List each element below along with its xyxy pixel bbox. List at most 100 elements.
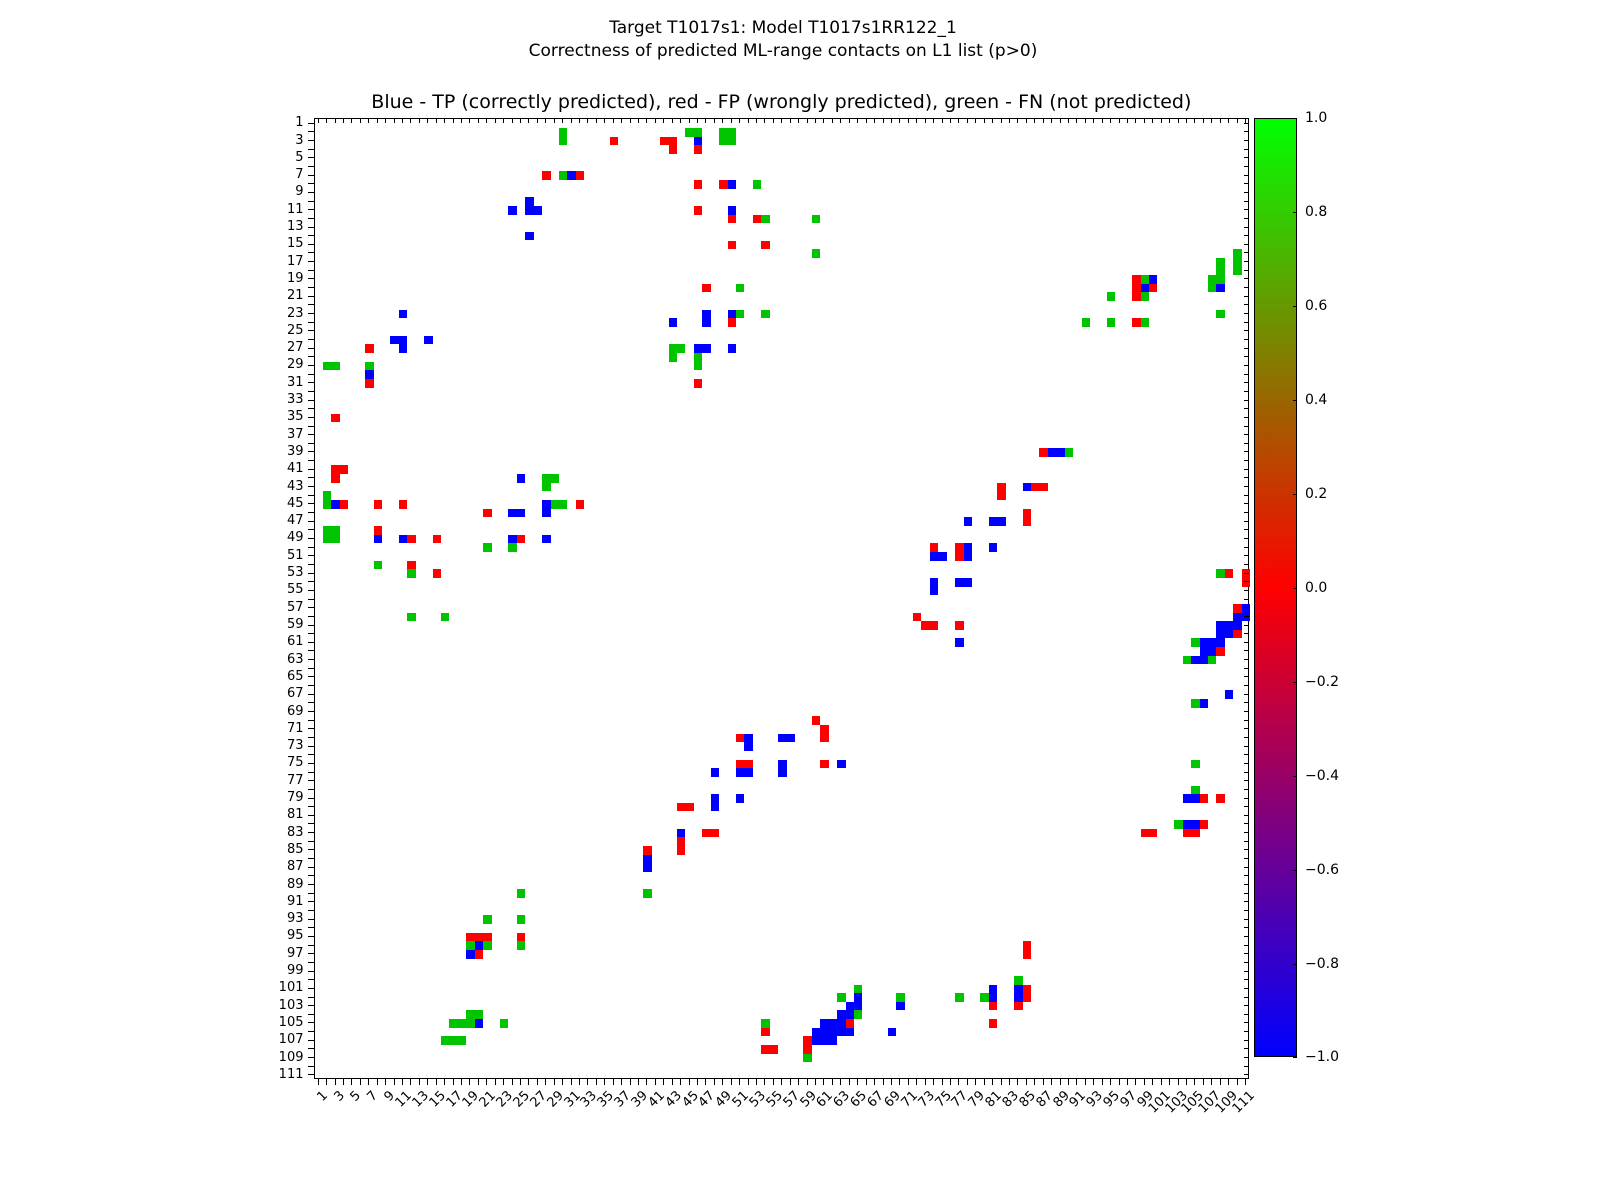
tick-mark	[621, 1078, 623, 1085]
tick-mark	[570, 1078, 572, 1085]
y-tick-label: 77	[286, 772, 304, 788]
tick-mark	[1228, 1078, 1230, 1085]
contact-cell	[845, 1010, 854, 1020]
contact-cell	[609, 136, 618, 146]
contact-cell	[1022, 993, 1032, 1002]
contact-cell	[1216, 629, 1225, 639]
y-tick-label: 43	[286, 478, 304, 494]
tick-mark	[1244, 442, 1250, 444]
tick-mark	[1244, 131, 1250, 133]
tick-mark	[368, 118, 370, 124]
contact-cell	[1022, 517, 1032, 526]
contact-cell	[1216, 569, 1225, 578]
contact-cell	[474, 949, 484, 959]
contact-cell	[558, 171, 568, 180]
tick-mark	[756, 118, 758, 124]
tick-mark	[1244, 174, 1250, 176]
tick-mark	[1244, 702, 1250, 704]
tick-mark	[307, 252, 314, 254]
contact-cell	[727, 128, 736, 137]
contact-cell	[373, 500, 382, 509]
tick-mark	[992, 1078, 994, 1085]
tick-mark	[307, 494, 314, 496]
tick-mark	[307, 970, 314, 972]
tick-mark	[307, 832, 314, 834]
tick-mark	[1244, 996, 1250, 998]
tick-mark	[815, 1078, 817, 1085]
tick-mark	[418, 118, 420, 124]
tick-mark	[307, 650, 314, 652]
tick-mark	[874, 1078, 876, 1085]
tick-mark	[307, 1031, 314, 1033]
tick-mark	[1244, 1057, 1250, 1059]
tick-mark	[307, 209, 314, 211]
tick-mark	[307, 858, 314, 860]
tick-mark	[307, 693, 314, 695]
tick-mark	[307, 641, 314, 643]
contact-cell	[963, 577, 972, 587]
tick-mark	[1244, 563, 1250, 565]
tick-mark	[307, 935, 314, 937]
tick-mark	[663, 1078, 665, 1085]
tick-mark	[722, 1078, 724, 1085]
contact-cell	[929, 551, 939, 561]
colorbar-tick-label: −0.6	[1305, 861, 1339, 878]
y-tick-label: 19	[286, 270, 304, 286]
contact-cell	[685, 128, 694, 137]
contact-cell	[474, 1019, 484, 1028]
tick-mark	[528, 1078, 530, 1085]
contact-cell	[988, 984, 998, 994]
colorbar-tick-label: 0.2	[1305, 486, 1328, 502]
colorbar-tick-mark	[1293, 869, 1297, 871]
tick-mark	[1244, 884, 1250, 886]
tick-mark	[307, 581, 314, 583]
tick-mark	[461, 118, 463, 124]
contact-cell	[913, 612, 922, 622]
tick-mark	[621, 118, 623, 124]
tick-mark	[1244, 356, 1250, 358]
tick-mark	[764, 118, 766, 124]
tick-mark	[307, 226, 314, 228]
tick-mark	[477, 1078, 479, 1085]
contact-cell	[457, 1036, 467, 1046]
contact-cell	[1233, 266, 1242, 276]
tick-mark	[1169, 118, 1171, 124]
contact-cell	[997, 517, 1006, 526]
contact-cell	[550, 474, 559, 483]
contact-cell	[322, 491, 332, 501]
contact-cell	[660, 136, 669, 146]
contact-cell	[761, 1045, 770, 1054]
tick-mark	[1000, 1078, 1002, 1085]
tick-mark	[528, 118, 530, 124]
tick-mark	[1244, 477, 1250, 479]
tick-mark	[562, 118, 564, 124]
tick-mark	[1244, 269, 1250, 271]
tick-mark	[848, 1078, 850, 1085]
contact-cell	[735, 283, 745, 293]
colorbar-tick-label: −0.8	[1305, 955, 1339, 972]
tick-mark	[1244, 529, 1250, 531]
tick-mark	[1244, 953, 1250, 955]
contact-cell	[516, 474, 526, 483]
tick-mark	[1244, 711, 1250, 713]
contact-cell	[1132, 318, 1141, 327]
tick-mark	[697, 118, 699, 124]
tick-mark	[1000, 118, 1002, 124]
contact-cell	[963, 551, 972, 561]
tick-mark	[307, 572, 314, 574]
contact-cell	[1182, 820, 1192, 829]
contact-cell	[474, 932, 484, 942]
contact-cell	[1233, 257, 1242, 267]
tick-mark	[1244, 866, 1250, 868]
colorbar-tick-mark	[1293, 963, 1297, 965]
tick-mark	[848, 118, 850, 124]
contact-cell	[365, 378, 374, 388]
contact-cell	[735, 309, 745, 319]
tick-mark	[307, 823, 314, 825]
tick-mark	[427, 1078, 429, 1085]
tick-mark	[307, 235, 314, 237]
contact-cell	[525, 197, 534, 206]
tick-mark	[1244, 183, 1250, 185]
contact-cell	[676, 828, 686, 838]
tick-mark	[1244, 304, 1250, 306]
